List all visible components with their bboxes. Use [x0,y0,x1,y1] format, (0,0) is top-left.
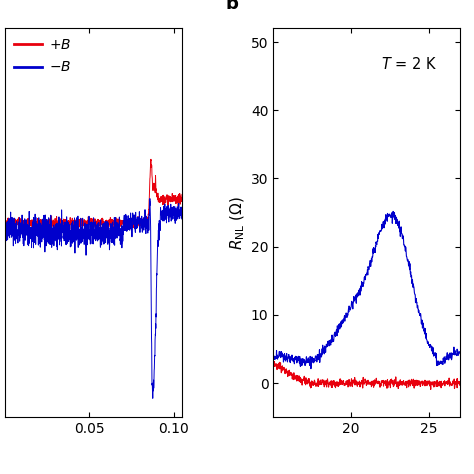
Text: $T$ = 2 K: $T$ = 2 K [382,55,438,72]
Legend: +$B$, $-B$: +$B$, $-B$ [12,36,74,77]
Y-axis label: $R_\mathrm{NL}$ ($\Omega$): $R_\mathrm{NL}$ ($\Omega$) [228,196,246,250]
Text: b: b [226,0,239,13]
